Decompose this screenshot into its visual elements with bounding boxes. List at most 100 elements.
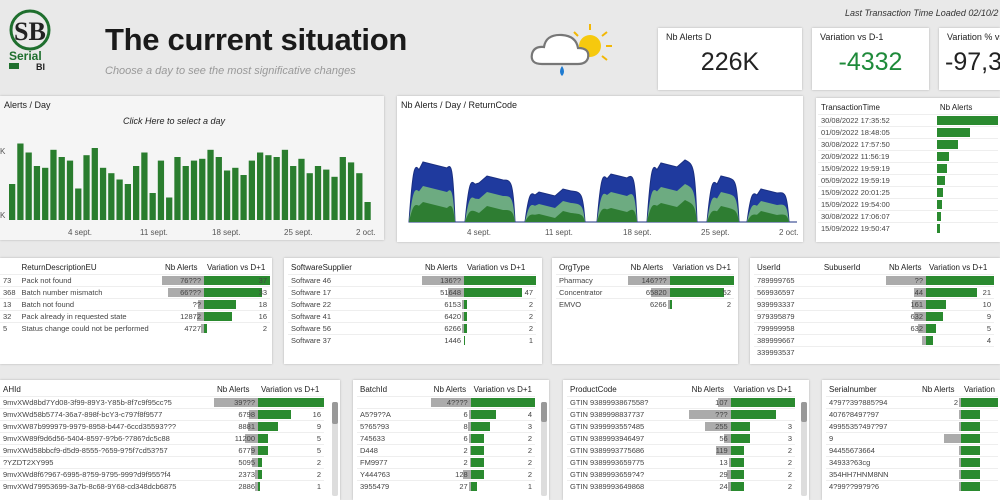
table-row[interactable]: 4???? [357,395,535,408]
table-row[interactable]: 94455673664 [826,443,998,456]
bar[interactable] [25,152,32,221]
col-header[interactable]: SubuserId [823,263,861,273]
table-row[interactable]: Pharmacy 146??? [556,273,734,286]
table-row[interactable]: 34933?63cg [826,455,998,468]
bar[interactable] [199,158,206,220]
col-header[interactable]: TransactionTime [821,103,880,113]
col-header[interactable]: Nb Alerts [922,385,955,395]
bar[interactable] [75,188,82,221]
bar[interactable] [298,158,305,220]
scrollbar[interactable] [801,402,807,496]
col-header[interactable]: Nb Alerts [165,263,198,273]
table-row[interactable]: 32 Pack already in requested state 12872 16 [0,309,270,322]
area-series[interactable] [409,200,797,222]
bar[interactable] [356,173,363,220]
col-header[interactable]: Variation vs D+1 [261,385,320,395]
bar[interactable] [9,184,16,220]
bar[interactable] [91,148,98,220]
bar[interactable] [240,175,247,220]
table-row[interactable]: FM9977 2 2 [357,455,535,468]
bar[interactable] [17,143,24,221]
table-row[interactable]: 05/09/2022 19:59:19 [818,173,998,186]
bar[interactable] [314,166,322,220]
table-row[interactable]: 799999958 632 5 [754,321,994,334]
table-row[interactable]: 9mvXWd8f6?967-6995-8?59-9795-999?d9f955?… [0,467,324,480]
table-row[interactable]: GTIN 9389993946497 56 3 [567,431,795,444]
bar[interactable] [223,170,231,221]
bar[interactable] [306,173,313,220]
table-row[interactable]: 15/09/2022 20:01:25 [818,185,998,198]
bar[interactable] [83,155,90,220]
table-row[interactable]: 9mvXWd58b5774-36a7-898f-bcY3-c797f8f9577… [0,407,324,420]
bar[interactable] [273,157,280,220]
bar[interactable] [116,179,123,221]
table-row[interactable]: 5 Status change could not be performed 472… [0,321,270,334]
col-header[interactable]: Nb Alerts [630,263,664,273]
table-row[interactable]: 4?99??99?9?6 [826,479,998,492]
col-header[interactable]: Serialnumber [829,385,877,395]
bar[interactable] [290,166,297,220]
table-row[interactable]: GTIN 9389998837737??? [567,407,795,420]
bar[interactable] [33,166,41,220]
table-row[interactable]: 354HH7HNM8NN [826,467,998,480]
col-header[interactable]: Variation [964,385,995,395]
table-row[interactable]: 939993337 161 10 [754,297,994,310]
bar[interactable] [141,152,148,221]
col-header[interactable]: Variation vs D+1 [473,385,532,395]
table-row[interactable]: EMVO 6266 2 [556,297,734,310]
table-row[interactable]: 339993537 [754,345,994,358]
table-row[interactable]: 4?97?39?885?94 2 [826,395,998,408]
table-row[interactable]: GTIN 9389993649868 24 2 [567,479,795,492]
table-row[interactable]: A5?9??A 6 4 [357,407,535,420]
table-row[interactable]: Software 56 6266 2 [288,321,536,334]
bar[interactable] [174,157,181,220]
table-row[interactable]: 9mvXWd58bbcf9-d5d9-8555-?659-9?5f7cd53?5… [0,443,324,456]
table-row[interactable]: 30/08/2022 17:06:07 [818,209,998,222]
table-row[interactable]: GTIN 9389993775686 119 2 [567,443,795,456]
col-header[interactable]: Nb Alerts [425,263,458,273]
col-header[interactable]: Variation vs D+1 [467,263,526,273]
bar[interactable] [124,184,131,220]
bar[interactable] [108,173,115,220]
table-row[interactable]: 20/09/2022 11:56:19 [818,149,998,162]
col-header[interactable]: SoftwareSupplier [291,263,352,273]
table-row[interactable]: 9mvXWd79953699-3a7b-8c68-9Y68-cd348dcb68… [0,479,324,492]
bar[interactable] [42,167,49,220]
table-row[interactable]: D448 2 2 [357,443,535,456]
table-row[interactable]: Software 46 136?? [288,273,536,286]
bar[interactable] [182,166,189,220]
col-header[interactable]: UserId [757,263,781,273]
table-row[interactable]: 73 Pack not found 76??? 37 [0,273,270,286]
bar[interactable] [232,167,239,220]
bar[interactable] [58,157,65,220]
table-row[interactable]: 4076?8497?97 [826,407,998,420]
table-row[interactable]: 15/09/2022 19:50:47 [818,221,998,234]
table-row[interactable]: GTIN 9389993867558? 107 [567,395,795,408]
table-row[interactable]: Software 41 6420 2 [288,309,536,322]
table-row[interactable]: Software 22 6153 2 [288,297,536,310]
table-row[interactable]: Software 37 1446 1 [288,333,536,346]
col-header[interactable]: AHId [3,385,21,395]
col-header[interactable]: Variation vs D+1 [207,263,266,273]
table-row[interactable]: 9mvXW87b999979-9979-8958-b447-6ccd35593?… [0,419,324,432]
bar[interactable] [364,202,371,220]
bar[interactable] [133,166,140,220]
alerts-per-day-chart[interactable]: Alerts / Day Click Here to select a day … [0,96,384,240]
bar[interactable] [323,169,330,220]
col-header[interactable]: ReturnDescriptionEU [21,263,97,273]
table-row[interactable]: 389999667 4 [754,333,994,346]
col-header[interactable]: Nb Alerts [889,263,922,273]
table-row[interactable]: 5?65?93 8 3 [357,419,535,432]
table-row[interactable]: 368 Batch number mismatch 66??? 33 [0,285,270,298]
col-header[interactable]: Nb Alerts [691,385,725,395]
bar[interactable] [248,160,255,220]
select-day-hint[interactable]: Click Here to select a day [123,116,226,126]
table-row[interactable]: 4995535?497?97 [826,419,998,432]
table-row[interactable]: 979395879 632 9 [754,309,994,322]
bar[interactable] [166,197,173,221]
bar[interactable] [99,167,107,220]
table-row[interactable]: 3955479 27 1 [357,479,535,492]
table-row[interactable]: Software 17 51648 47 [288,285,536,298]
returncode-area-chart[interactable]: Nb Alerts / Day / ReturnCode 4 sept. 11 s… [397,96,803,242]
table-row[interactable]: 01/09/2022 18:48:05 [818,125,998,138]
